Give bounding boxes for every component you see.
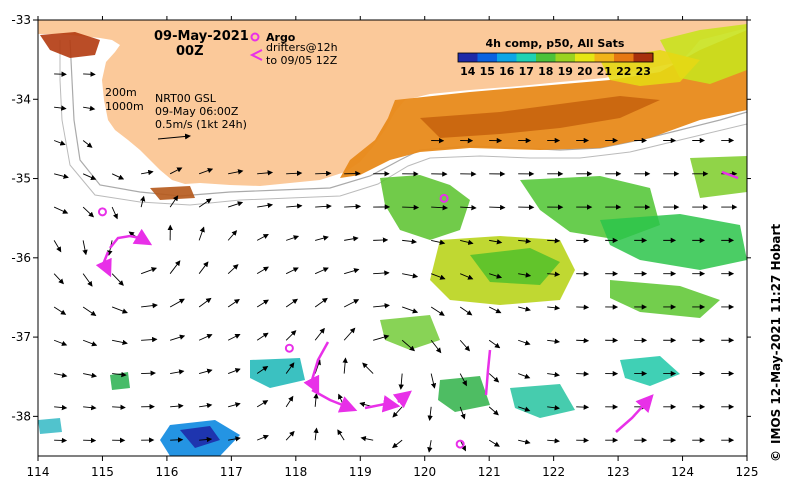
current-vector (576, 374, 588, 375)
x-tick-label: 123 (607, 465, 630, 479)
colorbar-segment (497, 53, 517, 62)
altimetry-time: 09-May 06:00Z (155, 105, 239, 118)
x-tick-label: 122 (542, 465, 565, 479)
x-tick-label: 125 (736, 465, 759, 479)
x-tick-label: 114 (27, 465, 50, 479)
colorbar-segments (458, 53, 654, 62)
colorbar-tick-label: 15 (480, 65, 495, 78)
x-tick-label: 117 (220, 465, 243, 479)
x-tick-label: 116 (155, 465, 178, 479)
altimetry-product: NRT00 GSL (155, 92, 217, 105)
colorbar-tick-label: 20 (577, 65, 593, 78)
isobath-1000m-label: 1000m (105, 100, 144, 113)
colorbar-tick-label: 18 (538, 65, 553, 78)
y-tick-label: -37 (11, 330, 31, 344)
colorbar-segment (556, 53, 576, 62)
colorbar-tick-label: 22 (616, 65, 631, 78)
drifter-legend-period: to 09/05 12Z (266, 54, 338, 67)
y-tick-label: -34 (11, 92, 31, 106)
colorbar-segment (575, 53, 595, 62)
current-vector (489, 207, 504, 208)
colorbar-tick-label: 16 (499, 65, 515, 78)
y-tick-label: -38 (11, 409, 31, 423)
composite-label: 4h comp, p50, All Sats (486, 37, 625, 50)
x-tick-label: 120 (413, 465, 436, 479)
x-tick-label: 124 (671, 465, 694, 479)
credit-text: IMOS 12-May-2021 11:27 Hobart (769, 224, 783, 444)
colorbar-segment (517, 53, 537, 62)
colorbar-tick-label: 21 (597, 65, 612, 78)
x-tick-label: 119 (349, 465, 372, 479)
y-tick-label: -33 (11, 13, 31, 27)
map-date: 09-May-2021 (154, 29, 249, 44)
x-tick-label: 118 (284, 465, 307, 479)
colorbar-segment (478, 53, 498, 62)
current-vector (170, 440, 182, 441)
colorbar-segment (458, 53, 478, 62)
y-tick-label: -35 (11, 172, 31, 186)
colorbar-segment (634, 53, 654, 62)
isobath-200m-label: 200m (105, 86, 137, 99)
drifter-legend-label: drifters@12h (266, 41, 338, 54)
colorbar-tick-label: 17 (519, 65, 534, 78)
map-hour: 00Z (176, 44, 204, 59)
current-vector (141, 373, 155, 374)
x-tick-label: 115 (91, 465, 114, 479)
credit: © IMOS 12-May-2021 11:27 Hobart (769, 224, 783, 462)
colorbar-segment (595, 53, 615, 62)
copyright-symbol: © (769, 450, 783, 462)
colorbar-segment (614, 53, 634, 62)
y-tick-label: -36 (11, 251, 31, 265)
vector-scale-label: 0.5m/s (1kt 24h) (155, 118, 247, 131)
colorbar-tick-label: 19 (558, 65, 573, 78)
x-tick-label: 121 (478, 465, 501, 479)
colorbar-tick-label: 14 (460, 65, 476, 78)
colorbar-tick-label: 23 (636, 65, 651, 78)
colorbar-segment (536, 53, 556, 62)
